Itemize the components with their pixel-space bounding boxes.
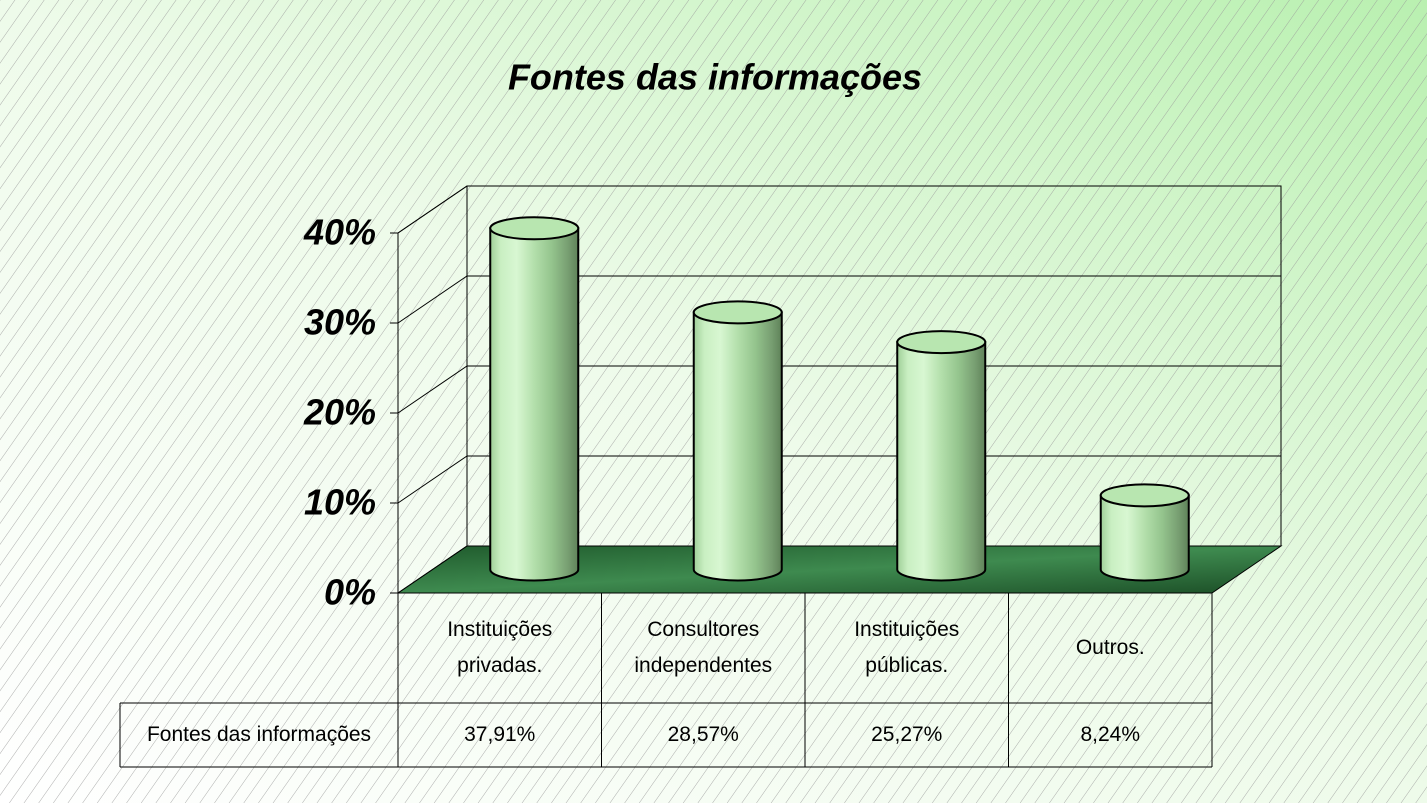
bar — [1099, 483, 1190, 582]
grid-line — [397, 455, 1281, 504]
bar-body — [692, 311, 783, 582]
bar — [896, 330, 987, 582]
y-tick-label: 20% — [303, 392, 376, 433]
category-label: Instituições públicas. — [854, 618, 960, 677]
category-label: Instituições privadas. — [447, 618, 553, 677]
y-tick-label: 0% — [324, 572, 376, 613]
data-label: 37,91% — [464, 723, 536, 746]
y-tick-label: 30% — [304, 302, 376, 343]
data-label: 25,27% — [871, 723, 943, 746]
data-label: 8,24% — [1080, 723, 1141, 746]
bar — [692, 300, 783, 582]
grid-line — [397, 185, 1281, 234]
bar-top — [1099, 483, 1190, 508]
category-label: Outros. — [1075, 636, 1145, 659]
y-tick-label: 40% — [303, 212, 376, 253]
grid-line — [397, 365, 1281, 414]
plot: 0% 10% 20% 30% 40% — [303, 185, 1283, 613]
table-grid — [119, 593, 1213, 768]
bar-body — [489, 227, 580, 582]
grid-line — [397, 545, 1281, 594]
y-tick-label: 10% — [304, 482, 376, 523]
bar — [489, 216, 580, 582]
bar-top — [692, 300, 783, 325]
bar-body — [1099, 494, 1190, 582]
bar-top — [896, 330, 987, 355]
grid-line — [397, 275, 1281, 324]
series-name: Fontes das informações — [146, 723, 372, 746]
data-label: 28,57% — [667, 723, 739, 746]
bar-top — [489, 216, 580, 241]
chart-title: Fontes das informações — [508, 57, 922, 98]
bar-body — [896, 341, 987, 582]
category-label: Consultores independentes — [634, 618, 773, 677]
